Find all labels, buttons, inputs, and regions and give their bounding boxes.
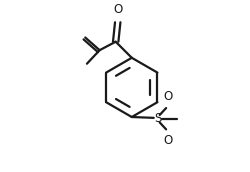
Text: S: S bbox=[154, 112, 162, 125]
Text: O: O bbox=[113, 3, 122, 16]
Text: O: O bbox=[163, 135, 172, 147]
Text: O: O bbox=[163, 90, 172, 103]
